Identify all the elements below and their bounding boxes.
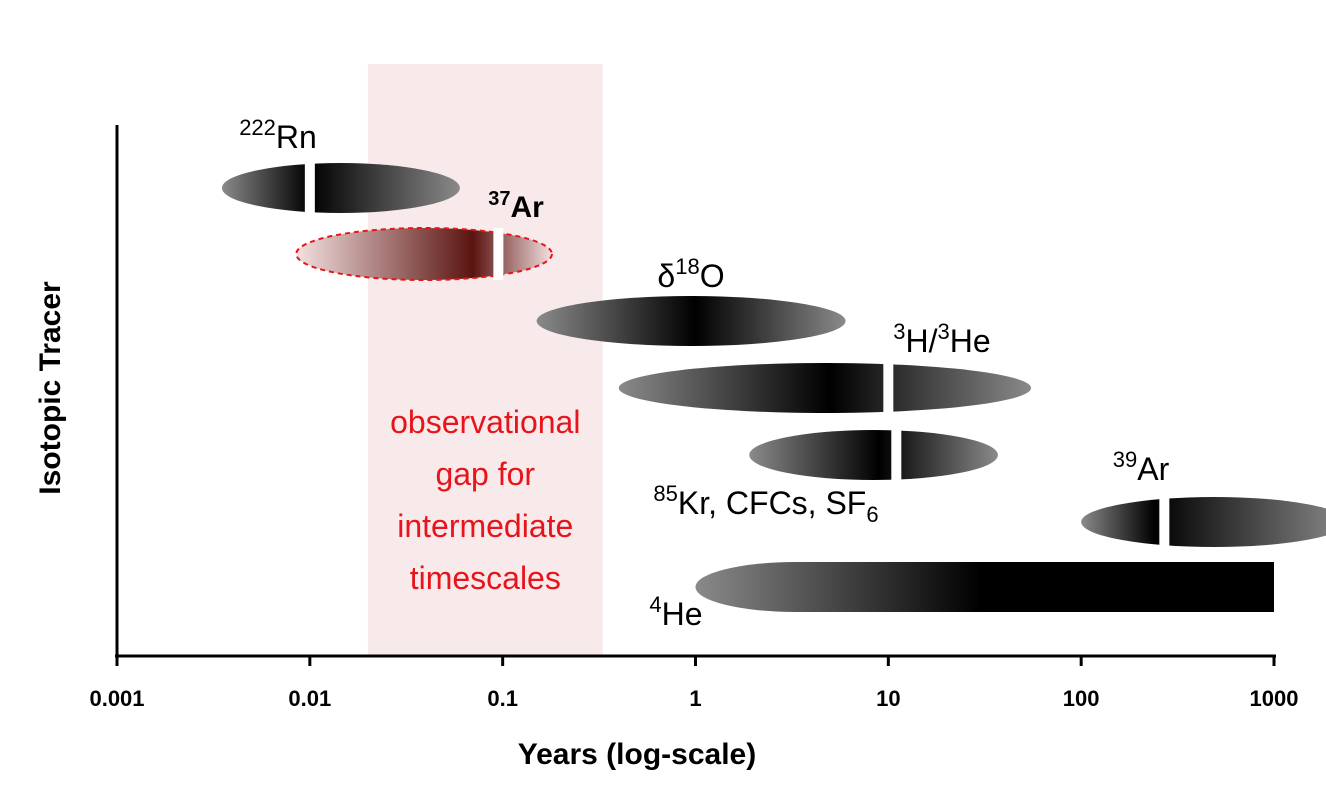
gap-text-line: timescales [410, 560, 561, 596]
tracer-labels: 222Rn 37Ar δ18O 3H/3He 85Kr, CFCs, SF6 39Ar 4H… [239, 115, 1169, 632]
tracer-label-rn222: 222Rn [239, 115, 317, 155]
x-tick-label: 1000 [1250, 686, 1299, 711]
tracer-label-he4: 4He [649, 592, 702, 632]
tracer-range-ar37 [295, 227, 553, 281]
tracer-label-ar39: 39Ar [1113, 447, 1170, 487]
observational-gap-band [367, 64, 603, 656]
tracer-label-o18: δ18O [657, 254, 724, 294]
tracer-range-o18 [536, 296, 846, 346]
gap-annotation: observational gap for intermediate timescal… [390, 404, 580, 596]
gap-text-line: intermediate [397, 508, 573, 544]
x-axis-title: Years (log-scale) [518, 738, 756, 771]
tracer-range-he4 [695, 562, 1274, 612]
tracer-marker-rn222 [304, 163, 315, 213]
x-tick-label: 0.1 [487, 686, 518, 711]
tracer-marker-ar37 [493, 228, 504, 280]
tracer-label-ar37: 37Ar [488, 188, 544, 224]
gap-text-line: observational [390, 404, 580, 440]
tracer-range-ar39 [1081, 497, 1326, 547]
y-axis-title: Isotopic Tracer [34, 281, 67, 495]
tracer-marker-ar39 [1159, 497, 1170, 547]
tracer-ranges [221, 163, 1326, 612]
tracer-label-h3he3: 3H/3He [893, 319, 990, 359]
tracer-range-rn222 [221, 163, 460, 213]
x-tick-label: 1 [689, 686, 701, 711]
x-tick-label: 100 [1063, 686, 1100, 711]
tracer-marker-h3he3 [883, 363, 894, 413]
x-tick-label: 10 [876, 686, 900, 711]
gap-text-line: gap for [435, 456, 535, 492]
tracer-label-kr85: 85Kr, CFCs, SF6 [653, 481, 878, 527]
gap-band-rect [367, 64, 603, 656]
x-axis-ticks: 0.001 0.01 0.1 1 10 100 1000 [89, 656, 1298, 711]
x-tick-label: 0.01 [288, 686, 331, 711]
tracer-marker-kr85 [891, 430, 902, 480]
x-tick-label: 0.001 [89, 686, 144, 711]
tracer-range-h3he3 [618, 363, 1032, 413]
tracer-range-kr85 [749, 430, 998, 480]
